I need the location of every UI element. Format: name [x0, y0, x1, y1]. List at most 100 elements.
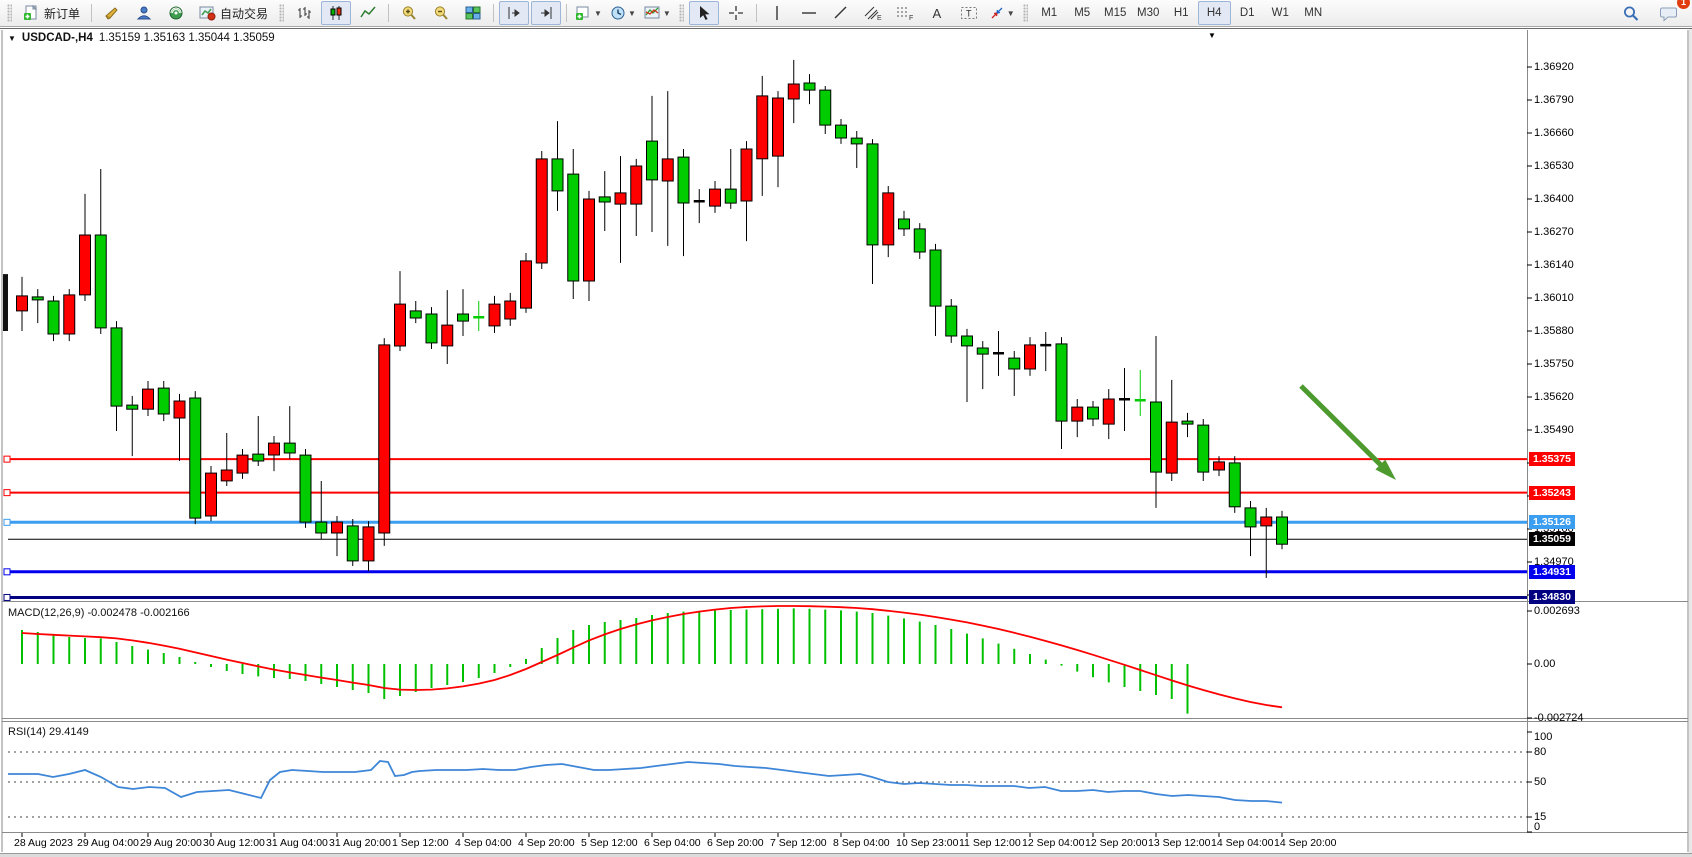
- crosshair-button[interactable]: [721, 1, 751, 25]
- zoom-out-button[interactable]: [426, 1, 456, 25]
- toolbar-grip: [7, 4, 12, 22]
- notification-badge: 1: [1677, 0, 1690, 9]
- notifications-button[interactable]: 1: [1654, 0, 1690, 25]
- price-axis-label: 1.36400: [1534, 193, 1574, 205]
- separator: [91, 4, 93, 22]
- time-axis-label: 1 Sep 12:00: [392, 837, 449, 849]
- tile-windows-button[interactable]: [458, 1, 488, 25]
- add-chart-icon: [576, 6, 589, 20]
- timeframe-button-mn[interactable]: MN: [1304, 7, 1323, 19]
- price-axis-label: 1.36270: [1534, 226, 1574, 238]
- annotation-arrow[interactable]: [1299, 384, 1396, 480]
- channel-button[interactable]: E: [858, 1, 888, 25]
- price-badge: 1.34830: [1529, 590, 1575, 605]
- collapse-arrow-icon[interactable]: ▼: [8, 33, 16, 43]
- channel-letter: E: [877, 15, 882, 21]
- signal-button[interactable]: [161, 1, 191, 25]
- macd-indicator-label: MACD(12,26,9) -0.002478 -0.002166: [8, 607, 190, 619]
- hline-anchor[interactable]: [3, 489, 11, 497]
- macd-axis-label: 0.00: [1534, 658, 1556, 670]
- search-button[interactable]: [1616, 1, 1646, 25]
- horn-icon: [105, 7, 118, 20]
- profile-button[interactable]: [129, 1, 159, 25]
- text-button[interactable]: A: [932, 5, 942, 21]
- chart-shift-button[interactable]: [499, 1, 530, 25]
- zoom-in-button[interactable]: [394, 1, 424, 25]
- auto-trading-button[interactable]: 自动交易: [193, 1, 274, 25]
- price-axis-label: 1.35620: [1534, 391, 1574, 403]
- label-letter: T: [966, 9, 972, 19]
- shapes-arrows-icon: [991, 7, 1003, 19]
- timeframe-button-d1[interactable]: D1: [1239, 7, 1255, 19]
- trendline-icon: [834, 6, 847, 19]
- periods-button[interactable]: ▼: [607, 1, 639, 25]
- price-axis-label: 1.36920: [1534, 61, 1574, 73]
- signal-icon: [169, 6, 183, 20]
- ohlc-values: 1.35159 1.35163 1.35044 1.35059: [98, 32, 275, 44]
- hline-anchor[interactable]: [3, 593, 11, 601]
- time-axis-label: 29 Aug 20:00: [140, 837, 202, 849]
- timeframe-button-w1[interactable]: W1: [1271, 7, 1289, 19]
- indicators-button[interactable]: ▼: [641, 1, 674, 25]
- macd-signal-line: [21, 605, 1283, 709]
- timeframe-button-h4[interactable]: H4: [1197, 1, 1231, 25]
- hline-anchor[interactable]: [3, 568, 11, 576]
- chevron-down-icon: ▼: [594, 8, 602, 18]
- rsi-line: [8, 760, 1283, 804]
- text-label-button[interactable]: T: [954, 1, 984, 25]
- timeframe-button-m15[interactable]: M15: [1104, 7, 1127, 19]
- time-axis-label: 13 Sep 12:00: [1148, 837, 1211, 849]
- chart-title: ▼ USDCAD-,H4 1.35159 1.35163 1.35044 1.3…: [8, 32, 275, 44]
- time-axis-label: 6 Sep 04:00: [644, 837, 701, 849]
- time-axis-label: 12 Sep 20:00: [1085, 837, 1148, 849]
- trendline-button[interactable]: [826, 1, 856, 25]
- auto-scroll-button[interactable]: [531, 1, 562, 25]
- price-badge: 1.35243: [1529, 485, 1575, 500]
- rsi-axis-label: 50: [1534, 776, 1547, 788]
- time-axis-label: 31 Aug 04:00: [266, 837, 328, 849]
- chevron-down-icon: ▼: [662, 8, 671, 18]
- pane-borders: [1, 30, 1689, 852]
- tile-windows-icon: [465, 6, 481, 20]
- vertical-line-button[interactable]: [762, 1, 792, 25]
- cursor-icon: [699, 6, 710, 20]
- price-axis-label: 1.36140: [1534, 259, 1574, 271]
- time-axis-label: 6 Sep 20:00: [707, 837, 764, 849]
- price-axis-label: 1.36530: [1534, 160, 1574, 172]
- chart-dropdown-arrow[interactable]: ▼: [1208, 31, 1216, 40]
- timeframe-button-h1[interactable]: H1: [1173, 7, 1189, 19]
- add-chart-button[interactable]: ▼: [572, 1, 605, 25]
- separator: [388, 4, 390, 22]
- rsi-axis-label: 15: [1534, 811, 1547, 823]
- zoom-in-icon: [402, 6, 416, 20]
- separator: [493, 4, 495, 22]
- timeframe-button-m5[interactable]: M5: [1074, 7, 1091, 19]
- separator: [566, 4, 568, 22]
- horizontal-line-button[interactable]: [794, 1, 824, 25]
- bar-chart-icon: [298, 7, 312, 19]
- timeframe-button-m30[interactable]: M30: [1137, 7, 1160, 19]
- bar-chart-button[interactable]: [289, 1, 319, 25]
- time-axis-label: 4 Sep 20:00: [518, 837, 575, 849]
- candlestick-chart-button[interactable]: [321, 1, 352, 25]
- horn-button[interactable]: [97, 1, 127, 25]
- line-chart-button[interactable]: [353, 1, 383, 25]
- axis-ticks: [21, 66, 1532, 837]
- shapes-button[interactable]: ▼: [986, 1, 1018, 25]
- chevron-down-icon: ▼: [1006, 8, 1015, 18]
- cursor-button[interactable]: [688, 1, 719, 25]
- clock-icon: [611, 6, 625, 20]
- new-order-button[interactable]: 新订单: [17, 1, 86, 25]
- toolbar-grip: [279, 4, 285, 22]
- time-axis-label: 14 Sep 04:00: [1211, 837, 1274, 849]
- hline-anchor[interactable]: [3, 518, 11, 526]
- window-right-edge: [1689, 29, 1692, 857]
- price-axis-label: 1.36660: [1534, 127, 1574, 139]
- hline-anchor[interactable]: [3, 455, 11, 463]
- macd-axis-label: -0.002724: [1534, 712, 1584, 724]
- crosshair-icon: [728, 6, 743, 20]
- fibonacci-button[interactable]: F: [890, 1, 920, 25]
- timeframe-button-m1[interactable]: M1: [1041, 7, 1058, 19]
- time-axis-label: 31 Aug 20:00: [329, 837, 391, 849]
